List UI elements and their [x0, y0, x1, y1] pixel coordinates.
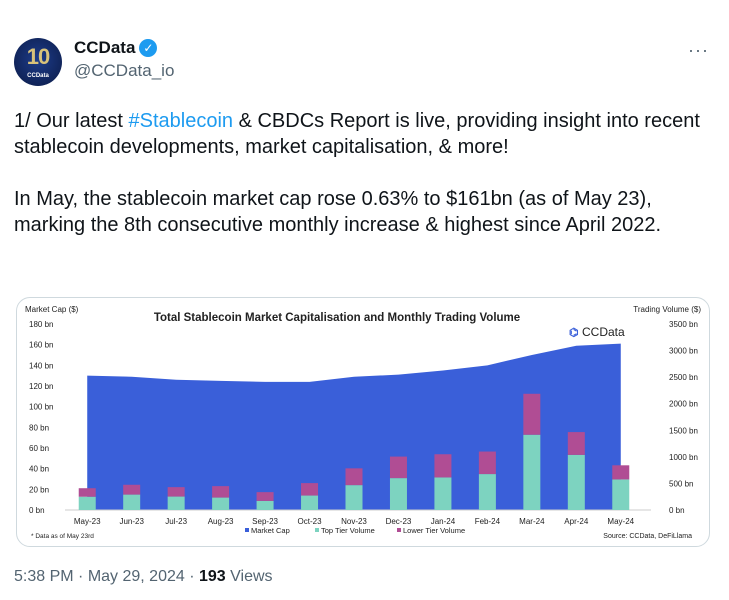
top-tier-bar — [567, 454, 585, 510]
ccdata-logo-icon: ⌬ — [569, 327, 579, 339]
right-tick-label: 1500 bn — [669, 426, 698, 435]
chart-footnote: * Data as of May 23rd — [31, 533, 94, 540]
top-tier-bar — [523, 434, 541, 510]
lower-tier-bar — [167, 487, 185, 497]
legend-label: Top Tier Volume — [321, 526, 375, 535]
lower-tier-bar — [389, 456, 407, 479]
legend-swatch — [245, 528, 249, 532]
lower-tier-bar — [212, 486, 230, 498]
top-tier-bar — [478, 474, 496, 510]
x-tick-label: Sep-23 — [252, 517, 278, 526]
chart-image[interactable]: Market Cap ($) Trading Volume ($) Total St… — [16, 297, 710, 547]
top-tier-bar — [612, 479, 630, 510]
tweet-time[interactable]: 5:38 PM — [14, 568, 74, 585]
x-tick-label: Jun-23 — [119, 517, 144, 526]
top-tier-bar — [78, 496, 96, 510]
right-tick-label: 3500 bn — [669, 320, 698, 329]
hashtag-link[interactable]: #Stablecoin — [128, 110, 234, 132]
right-tick-label: 500 bn — [669, 479, 693, 488]
tweet-text-prefix: 1/ Our latest — [14, 110, 129, 132]
stablecoin-chart: Market Cap ($) Trading Volume ($) Total St… — [25, 305, 701, 540]
chart-title: Total Stablecoin Market Capitalisation a… — [154, 312, 520, 324]
x-tick-label: Feb-24 — [475, 517, 501, 526]
x-tick-label: Mar-24 — [519, 517, 545, 526]
top-tier-bar — [434, 477, 452, 510]
left-tick-label: 120 bn — [29, 382, 53, 391]
lower-tier-bar — [256, 492, 274, 501]
more-horizontal-icon[interactable]: ··· — [688, 40, 709, 60]
views-label: Views — [230, 568, 273, 585]
left-tick-label: 40 bn — [29, 465, 49, 474]
right-tick-label: 2500 bn — [669, 373, 698, 382]
lower-tier-bar — [123, 484, 141, 495]
author-name[interactable]: CCData — [74, 38, 136, 57]
lower-tier-bar — [478, 451, 496, 475]
avatar-logo-number: 10 — [26, 44, 50, 69]
left-tick-label: 0 bn — [29, 506, 45, 515]
verified-badge-icon: ✓ — [139, 39, 158, 57]
lower-tier-bar — [78, 488, 96, 497]
tweet-text-body: & CBDCs Report is live, providing insigh… — [14, 110, 700, 236]
lower-tier-bar — [345, 468, 363, 486]
views-count: 193 — [198, 568, 226, 585]
legend-label: Lower Tier Volume — [403, 526, 465, 535]
legend-label: Market Cap — [251, 526, 290, 535]
left-tick-label: 60 bn — [29, 444, 49, 453]
top-tier-bar — [256, 500, 274, 510]
lower-tier-bar — [523, 393, 541, 435]
author-handle[interactable]: @CCData_io — [74, 61, 175, 80]
right-tick-label: 3000 bn — [669, 347, 698, 356]
left-tick-label: 20 bn — [29, 485, 49, 494]
lower-tier-bar — [612, 465, 630, 480]
left-tick-label: 160 bn — [29, 341, 53, 350]
lower-tier-bar — [567, 432, 585, 455]
top-tier-bar — [301, 495, 319, 510]
right-tick-label: 1000 bn — [669, 453, 698, 462]
x-tick-label: Dec-23 — [386, 517, 412, 526]
author-name-row[interactable]: CCData ✓ — [74, 38, 158, 58]
right-tick-label: 0 bn — [669, 506, 685, 515]
chart-source: Source: CCData, DeFiLlama — [603, 533, 692, 540]
top-tier-bar — [123, 494, 141, 510]
right-axis-label: Trading Volume ($) — [633, 305, 701, 314]
chart-brand: CCData — [582, 325, 625, 339]
left-tick-label: 80 bn — [29, 423, 49, 432]
x-tick-label: Aug-23 — [208, 517, 234, 526]
x-tick-label: May-24 — [607, 517, 634, 526]
legend-swatch — [315, 528, 319, 532]
x-tick-label: May-23 — [74, 517, 101, 526]
tweet-text: 1/ Our latest #Stablecoin & CBDCs Report… — [14, 108, 714, 238]
left-tick-label: 140 bn — [29, 361, 53, 370]
x-tick-label: Nov-23 — [341, 517, 367, 526]
top-tier-bar — [345, 485, 363, 510]
left-tick-label: 180 bn — [29, 320, 53, 329]
right-tick-label: 2000 bn — [669, 400, 698, 409]
x-tick-label: Jul-23 — [165, 517, 187, 526]
legend-swatch — [397, 528, 401, 532]
lower-tier-bar — [301, 483, 319, 496]
left-axis-label: Market Cap ($) — [25, 305, 79, 314]
x-tick-label: Apr-24 — [564, 517, 589, 526]
x-tick-label: Oct-23 — [298, 517, 323, 526]
lower-tier-bar — [434, 454, 452, 478]
top-tier-bar — [167, 496, 185, 510]
top-tier-bar — [212, 497, 230, 510]
tweet-date[interactable]: May 29, 2024 — [87, 568, 185, 585]
tweet-meta: 5:38 PM · May 29, 2024 · 193 Views — [14, 568, 273, 585]
left-tick-label: 100 bn — [29, 403, 53, 412]
top-tier-bar — [389, 478, 407, 510]
avatar[interactable]: 10 CCData — [14, 38, 62, 86]
avatar-logo-brand: CCData — [27, 73, 49, 79]
x-tick-label: Jan-24 — [431, 517, 456, 526]
